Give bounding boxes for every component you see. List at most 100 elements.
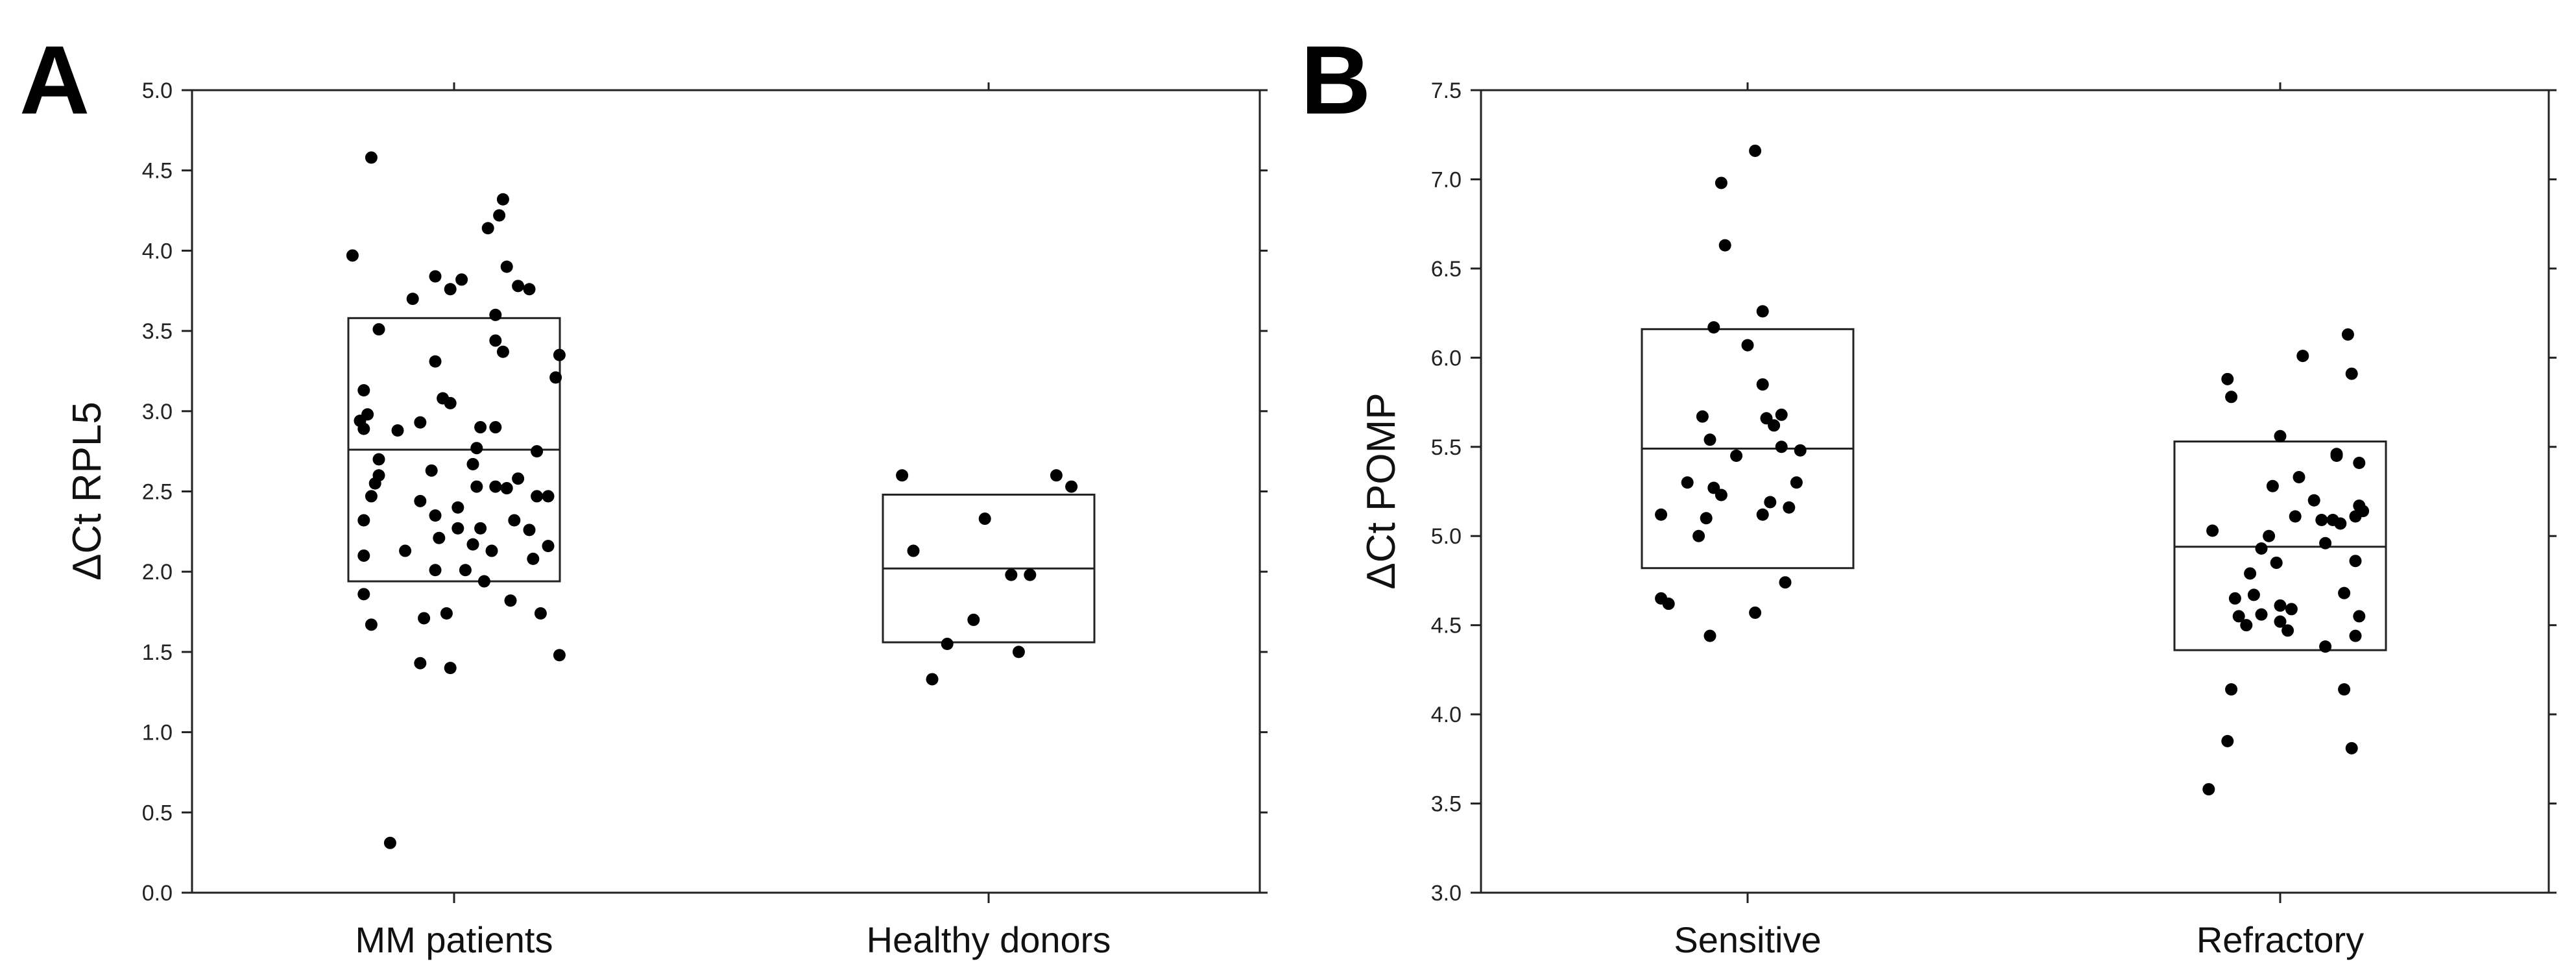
data-point [1655, 508, 1668, 521]
data-point [1065, 480, 1078, 493]
data-point [967, 613, 980, 626]
y-axis-title: ΔCt POMP [1359, 392, 1404, 589]
data-point [542, 540, 555, 553]
data-point [2338, 683, 2351, 696]
y-tick-label: 4.0 [142, 239, 173, 263]
data-point [549, 371, 562, 384]
data-point [2285, 603, 2298, 616]
data-point [455, 273, 468, 286]
data-point [553, 649, 566, 662]
data-point [406, 293, 419, 306]
data-point [2225, 391, 2238, 404]
data-point [1024, 568, 1037, 581]
data-point [357, 422, 370, 435]
data-point [2293, 471, 2305, 484]
panel-letter: B [1301, 25, 1371, 134]
data-point [1775, 441, 1788, 453]
data-point [357, 588, 370, 601]
data-point [470, 442, 483, 455]
category-label: Refractory [2197, 919, 2364, 960]
y-tick-label: 5.5 [1431, 435, 1462, 460]
data-point [1749, 606, 1762, 619]
y-tick-label: 6.0 [1431, 346, 1462, 370]
data-point [429, 564, 442, 577]
y-tick-label: 0.5 [142, 801, 173, 825]
data-point [523, 283, 536, 296]
data-point [2353, 610, 2366, 623]
data-point [489, 308, 502, 321]
data-point [1703, 629, 1716, 642]
y-tick-label: 2.5 [142, 480, 173, 505]
data-point [534, 607, 547, 620]
plot-frame [191, 89, 1261, 894]
data-point [474, 421, 487, 434]
y-tick-label: 6.5 [1431, 257, 1462, 282]
data-point [489, 334, 502, 347]
data-point [1707, 321, 1720, 334]
data-point [2338, 586, 2351, 599]
y-tick-label: 3.0 [1431, 881, 1462, 906]
data-point [2247, 588, 2260, 601]
data-point [444, 396, 457, 409]
data-point [2341, 328, 2354, 341]
data-point [2353, 457, 2366, 470]
y-tick-label: 3.0 [142, 400, 173, 424]
y-tick-label: 7.0 [1431, 167, 1462, 192]
panel-a: A 0.0 0.5 1.0 1.5 2.0 2.5 3.0 3.5 4.0 4.5 5.0 ΔCt RP… [19, 25, 1268, 960]
data-point [2221, 734, 2234, 747]
data-point [357, 549, 370, 562]
data-point [1662, 598, 1675, 610]
data-point [399, 544, 412, 557]
data-point [489, 421, 502, 434]
data-point [1775, 408, 1788, 421]
data-point [414, 494, 427, 507]
data-point [2315, 513, 2328, 526]
y-tick-label: 5.0 [1431, 524, 1462, 549]
y-tick-label: 1.5 [142, 640, 173, 665]
data-point [2263, 529, 2276, 542]
data-point [1703, 433, 1716, 446]
data-point [2281, 624, 2294, 637]
data-point [896, 469, 909, 482]
data-point [474, 522, 487, 535]
data-point [477, 575, 490, 588]
data-point [368, 477, 381, 490]
data-point [926, 673, 939, 686]
data-point [466, 457, 479, 470]
data-point [1756, 305, 1769, 318]
data-point [1718, 239, 1731, 252]
data-point [1741, 339, 1754, 352]
data-point [907, 544, 920, 557]
data-point [451, 501, 464, 514]
data-point [2349, 629, 2362, 642]
data-point [466, 538, 479, 551]
data-point [365, 490, 378, 503]
data-point [346, 249, 359, 262]
data-point [496, 193, 509, 206]
data-point [429, 509, 442, 522]
data-point [357, 384, 370, 397]
data-point [2274, 615, 2287, 628]
data-point [1749, 144, 1762, 157]
data-point [372, 453, 385, 466]
data-point [2266, 479, 2279, 492]
data-point [941, 638, 954, 651]
data-point [2202, 783, 2215, 796]
data-point [2345, 367, 2358, 380]
data-point [542, 490, 555, 503]
data-point [531, 445, 544, 458]
data-point [2255, 542, 2268, 555]
data-point [504, 594, 517, 607]
data-point [2240, 619, 2253, 632]
category-label: Sensitive [1674, 919, 1821, 960]
data-point [2319, 537, 2332, 549]
data-point [489, 480, 502, 493]
y-tick-label: 5.0 [142, 78, 173, 103]
data-point [365, 151, 378, 164]
y-tick-label: 3.5 [142, 319, 173, 344]
y-tick-label: 3.5 [1431, 792, 1462, 817]
data-point [2289, 510, 2302, 523]
data-point [512, 472, 525, 485]
data-point [429, 355, 442, 368]
data-point [1764, 496, 1777, 509]
